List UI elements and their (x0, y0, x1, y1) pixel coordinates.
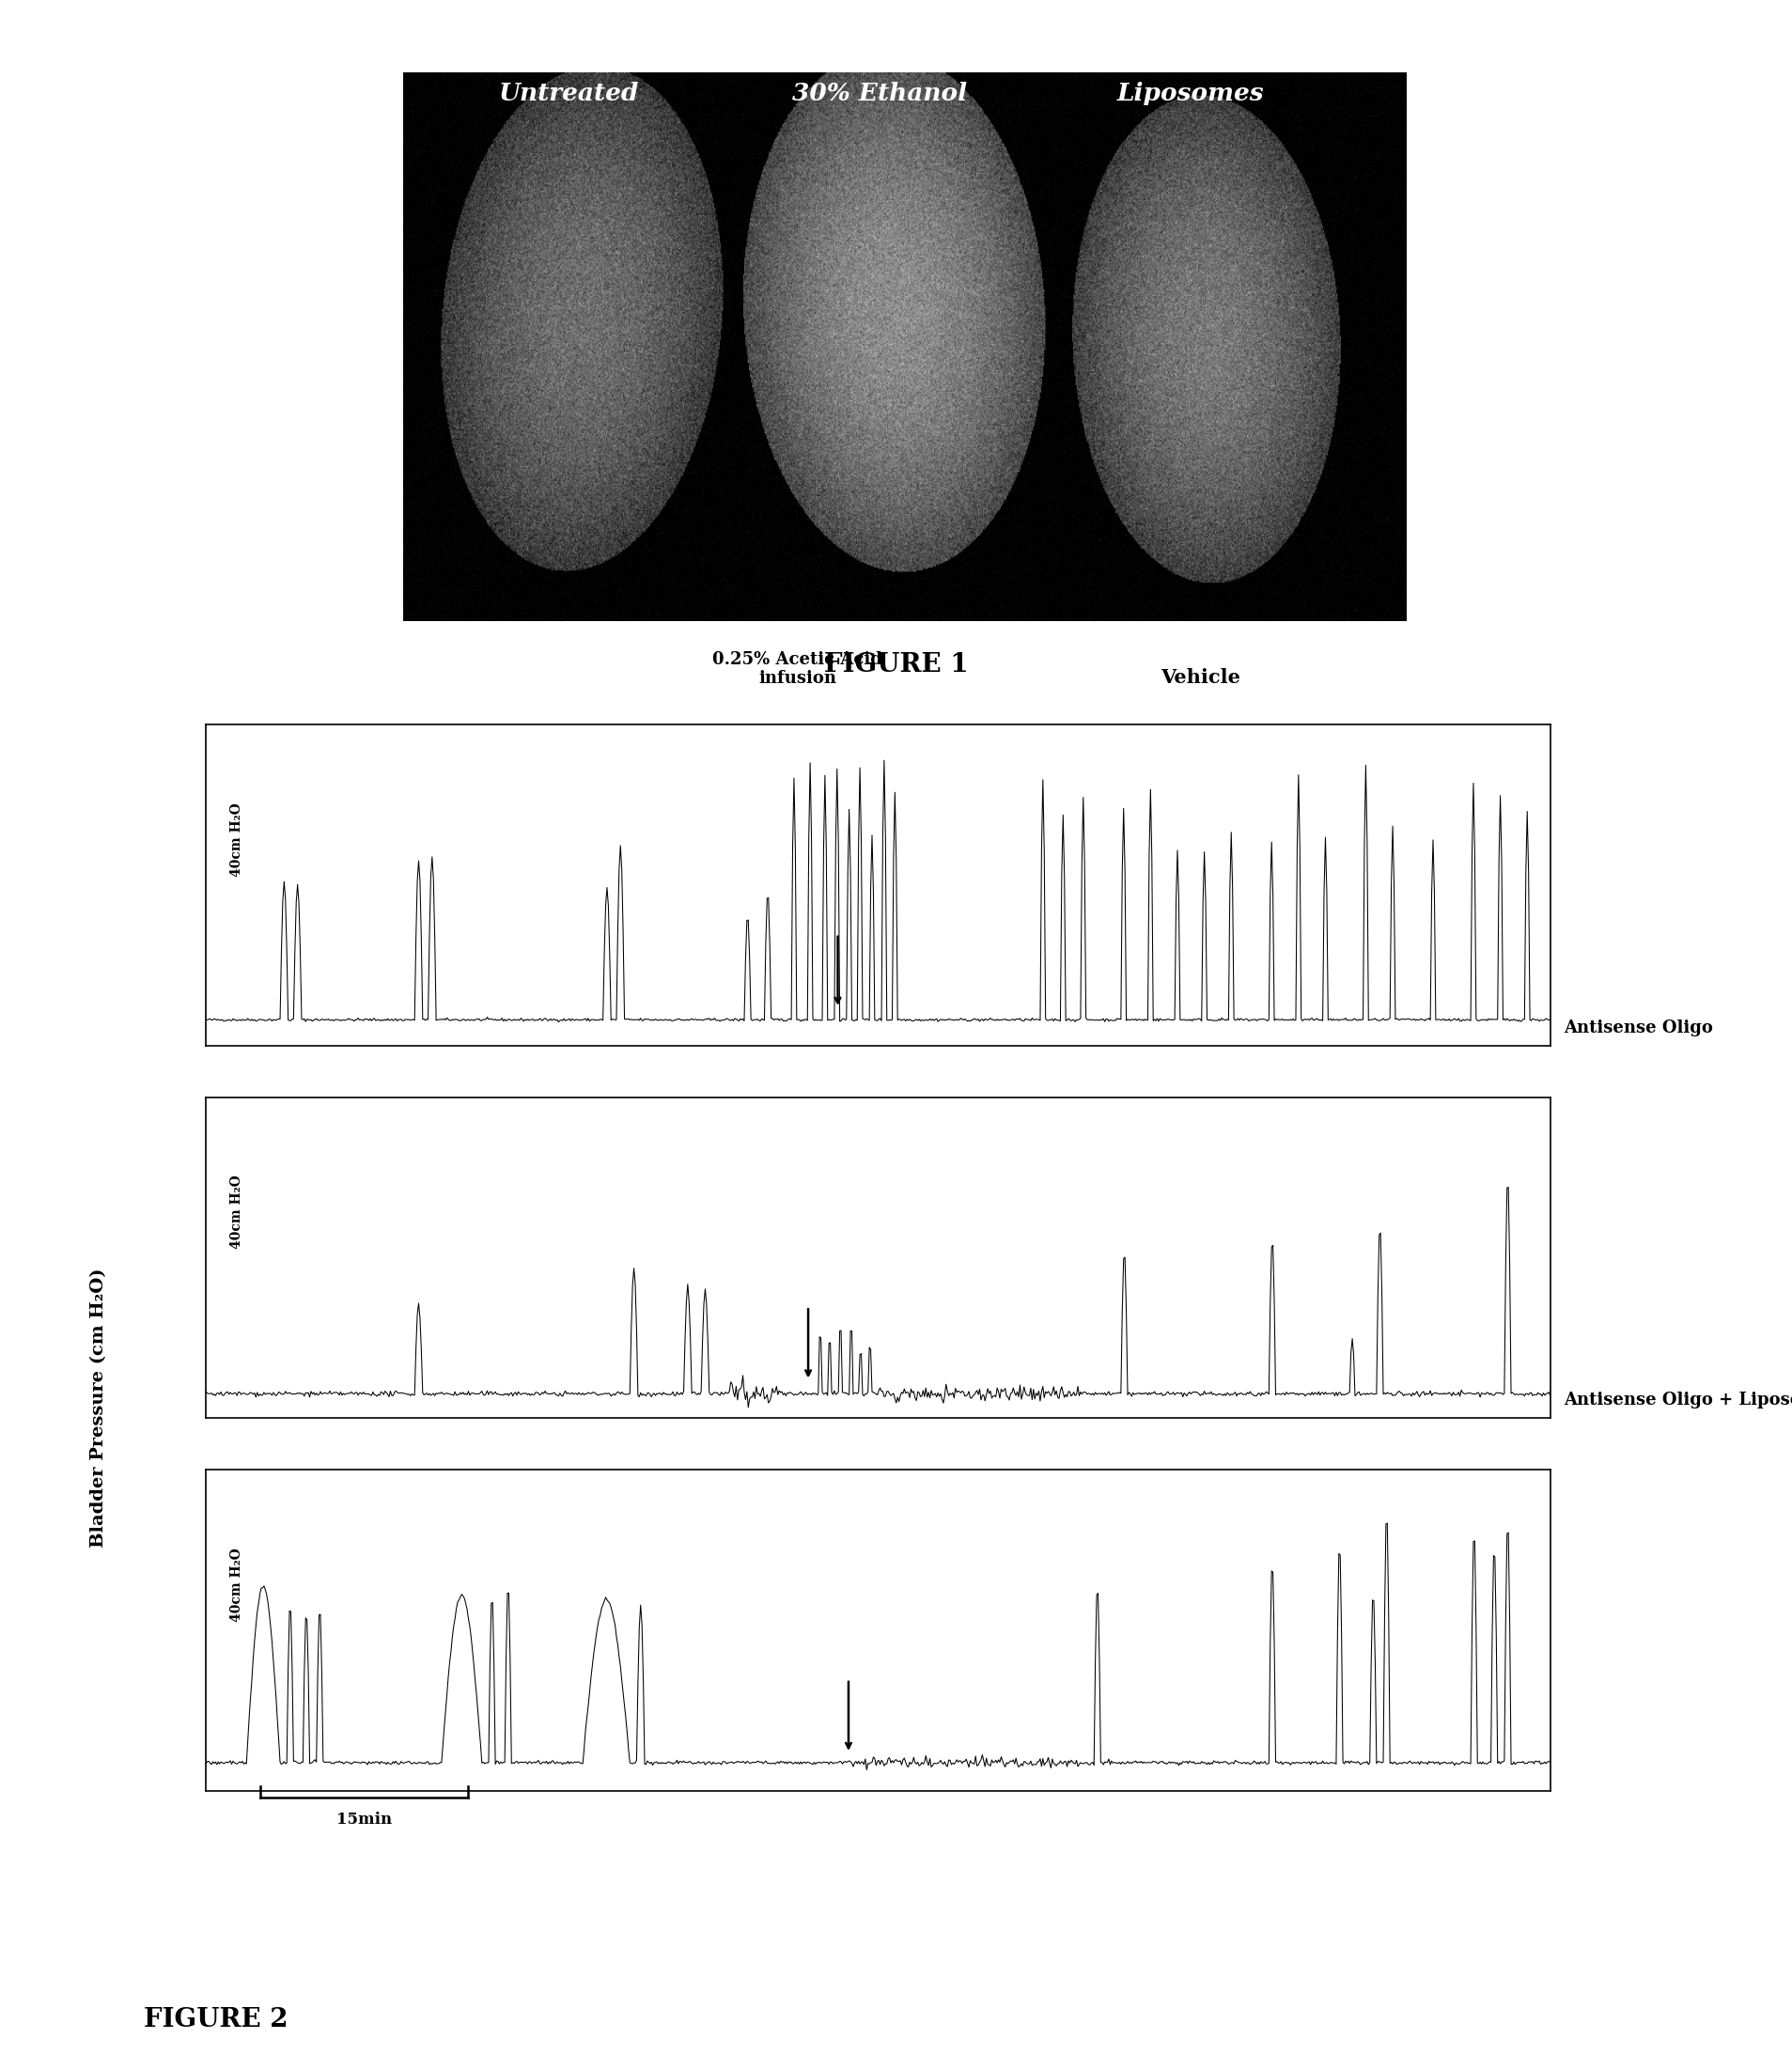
Text: FIGURE 2: FIGURE 2 (143, 2008, 289, 2033)
Text: Liposomes: Liposomes (1118, 83, 1265, 106)
Text: 40cm H₂O: 40cm H₂O (229, 803, 244, 876)
Text: Untreated: Untreated (498, 83, 640, 106)
Text: Bladder Pressure (cm H₂O): Bladder Pressure (cm H₂O) (90, 1267, 108, 1548)
Text: FIGURE 1: FIGURE 1 (824, 652, 968, 677)
Text: 15min: 15min (337, 1811, 392, 1828)
Text: Antisense Oligo + Liposomes: Antisense Oligo + Liposomes (1563, 1391, 1792, 1410)
Text: Vehicle: Vehicle (1161, 669, 1240, 687)
Text: 30% Ethanol: 30% Ethanol (792, 83, 968, 106)
Text: 40cm H₂O: 40cm H₂O (229, 1548, 244, 1621)
Text: 0.25% Acetic Acid
infusion: 0.25% Acetic Acid infusion (713, 650, 882, 687)
Text: Antisense Oligo: Antisense Oligo (1563, 1018, 1713, 1037)
Text: 40cm H₂O: 40cm H₂O (229, 1176, 244, 1248)
